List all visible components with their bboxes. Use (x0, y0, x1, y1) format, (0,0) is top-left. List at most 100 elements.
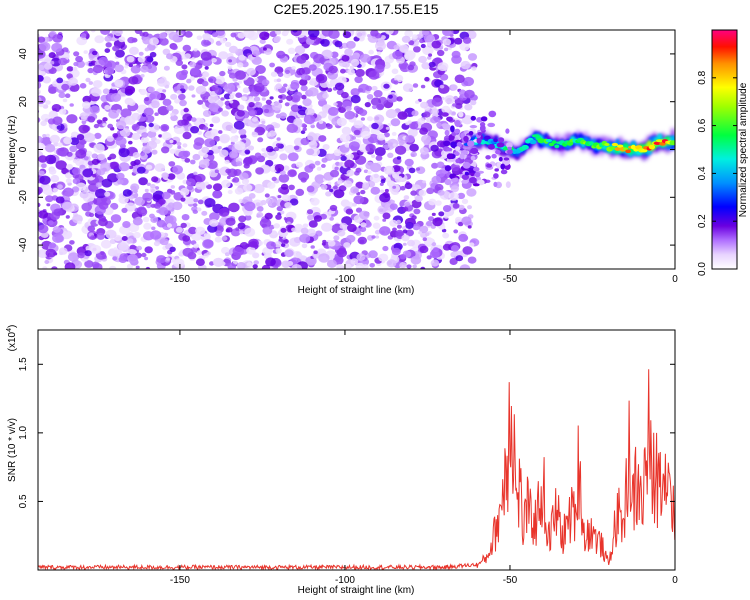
noise-speck (104, 48, 111, 53)
ridge-blob (614, 147, 621, 151)
noise-speck (294, 45, 306, 55)
noise-speck (192, 203, 198, 207)
noise-speck (42, 134, 47, 138)
noise-speck (459, 264, 471, 269)
noise-speck (88, 62, 93, 67)
noise-speck (346, 234, 356, 243)
noise-speck (34, 152, 38, 155)
noise-speck (114, 64, 124, 73)
noise-speck (224, 159, 230, 165)
noise-speck (370, 30, 379, 37)
noise-speck (144, 188, 149, 193)
noise-speck (353, 129, 361, 136)
noise-speck (278, 94, 283, 99)
noise-speck (93, 123, 99, 129)
noise-speck (372, 222, 381, 229)
noise-speck (380, 179, 386, 184)
noise-speck (340, 155, 347, 161)
noise-speck (42, 266, 48, 269)
noise-speck (166, 53, 174, 60)
noise-speck (105, 42, 112, 48)
noise-speck (38, 142, 46, 151)
onset-speck (473, 167, 480, 172)
noise-speck (459, 42, 470, 51)
noise-speck (326, 259, 337, 268)
noise-speck (463, 76, 474, 87)
noise-speck (93, 143, 105, 153)
noise-speck (147, 86, 155, 93)
noise-speck (385, 109, 397, 119)
onset-speck (494, 168, 500, 172)
noise-speck (413, 208, 421, 215)
noise-speck (212, 183, 223, 192)
noise-speck (406, 264, 412, 269)
onset-speck (455, 158, 460, 164)
ridge-blob (611, 142, 619, 147)
noise-speck (50, 174, 60, 183)
noise-speck (182, 235, 191, 242)
noise-speck (280, 183, 289, 190)
noise-speck (354, 76, 363, 84)
noise-speck (410, 190, 417, 196)
ridge-blob (551, 140, 557, 145)
noise-speck (219, 37, 227, 44)
noise-speck (469, 242, 475, 247)
snr-plot: -150 -100 -50 0 0.5 1.0 1.5 Height of straigh… (6, 325, 678, 596)
ridge-blob (588, 141, 594, 146)
noise-speck (77, 220, 82, 225)
noise-speck (300, 137, 310, 146)
noise-speck (417, 117, 426, 125)
noise-speck (150, 203, 156, 208)
noise-speck (349, 65, 354, 70)
noise-speck (88, 201, 94, 205)
noise-speck (407, 128, 418, 138)
noise-speck (98, 215, 106, 222)
noise-speck (308, 30, 320, 38)
noise-speck (382, 144, 390, 150)
noise-speck (219, 149, 229, 158)
noise-speck (239, 230, 244, 235)
noise-speck (369, 263, 376, 268)
noise-speck (264, 212, 273, 220)
noise-speck (207, 94, 219, 104)
noise-speck (61, 83, 70, 91)
noise-speck (289, 198, 299, 206)
noise-speck (177, 145, 182, 149)
noise-speck (428, 53, 433, 57)
ridge-blob (655, 139, 664, 143)
noise-speck (442, 232, 450, 239)
noise-speck (207, 160, 218, 170)
noise-speck (121, 236, 128, 241)
noise-speck (230, 32, 237, 38)
noise-speck (214, 236, 222, 243)
noise-speck (143, 231, 155, 241)
noise-speck (361, 130, 371, 139)
noise-speck (284, 202, 292, 209)
signal-ridge (441, 110, 675, 189)
noise-speck (104, 35, 112, 42)
noise-speck (462, 36, 472, 44)
noise-speck (328, 153, 336, 160)
noise-speck (161, 172, 169, 179)
noise-speck (38, 202, 41, 208)
noise-speck (92, 173, 97, 178)
noise-speck (255, 101, 263, 108)
noise-speck (31, 30, 38, 36)
noise-speck (113, 249, 123, 257)
noise-speck (191, 94, 196, 98)
noise-speck (243, 117, 250, 124)
noise-speck (196, 250, 203, 256)
noise-speck (209, 219, 219, 227)
noise-speck (352, 202, 357, 207)
noise-speck (244, 227, 256, 237)
noise-speck (191, 49, 201, 58)
noise-speck (169, 139, 174, 144)
noise-speck (346, 169, 355, 177)
onset-speck (463, 135, 469, 142)
noise-speck (403, 195, 410, 200)
noise-speck (306, 228, 316, 237)
noise-speck (329, 188, 334, 193)
noise-speck (421, 62, 431, 70)
noise-speck (67, 252, 80, 262)
noise-speck (219, 70, 226, 77)
